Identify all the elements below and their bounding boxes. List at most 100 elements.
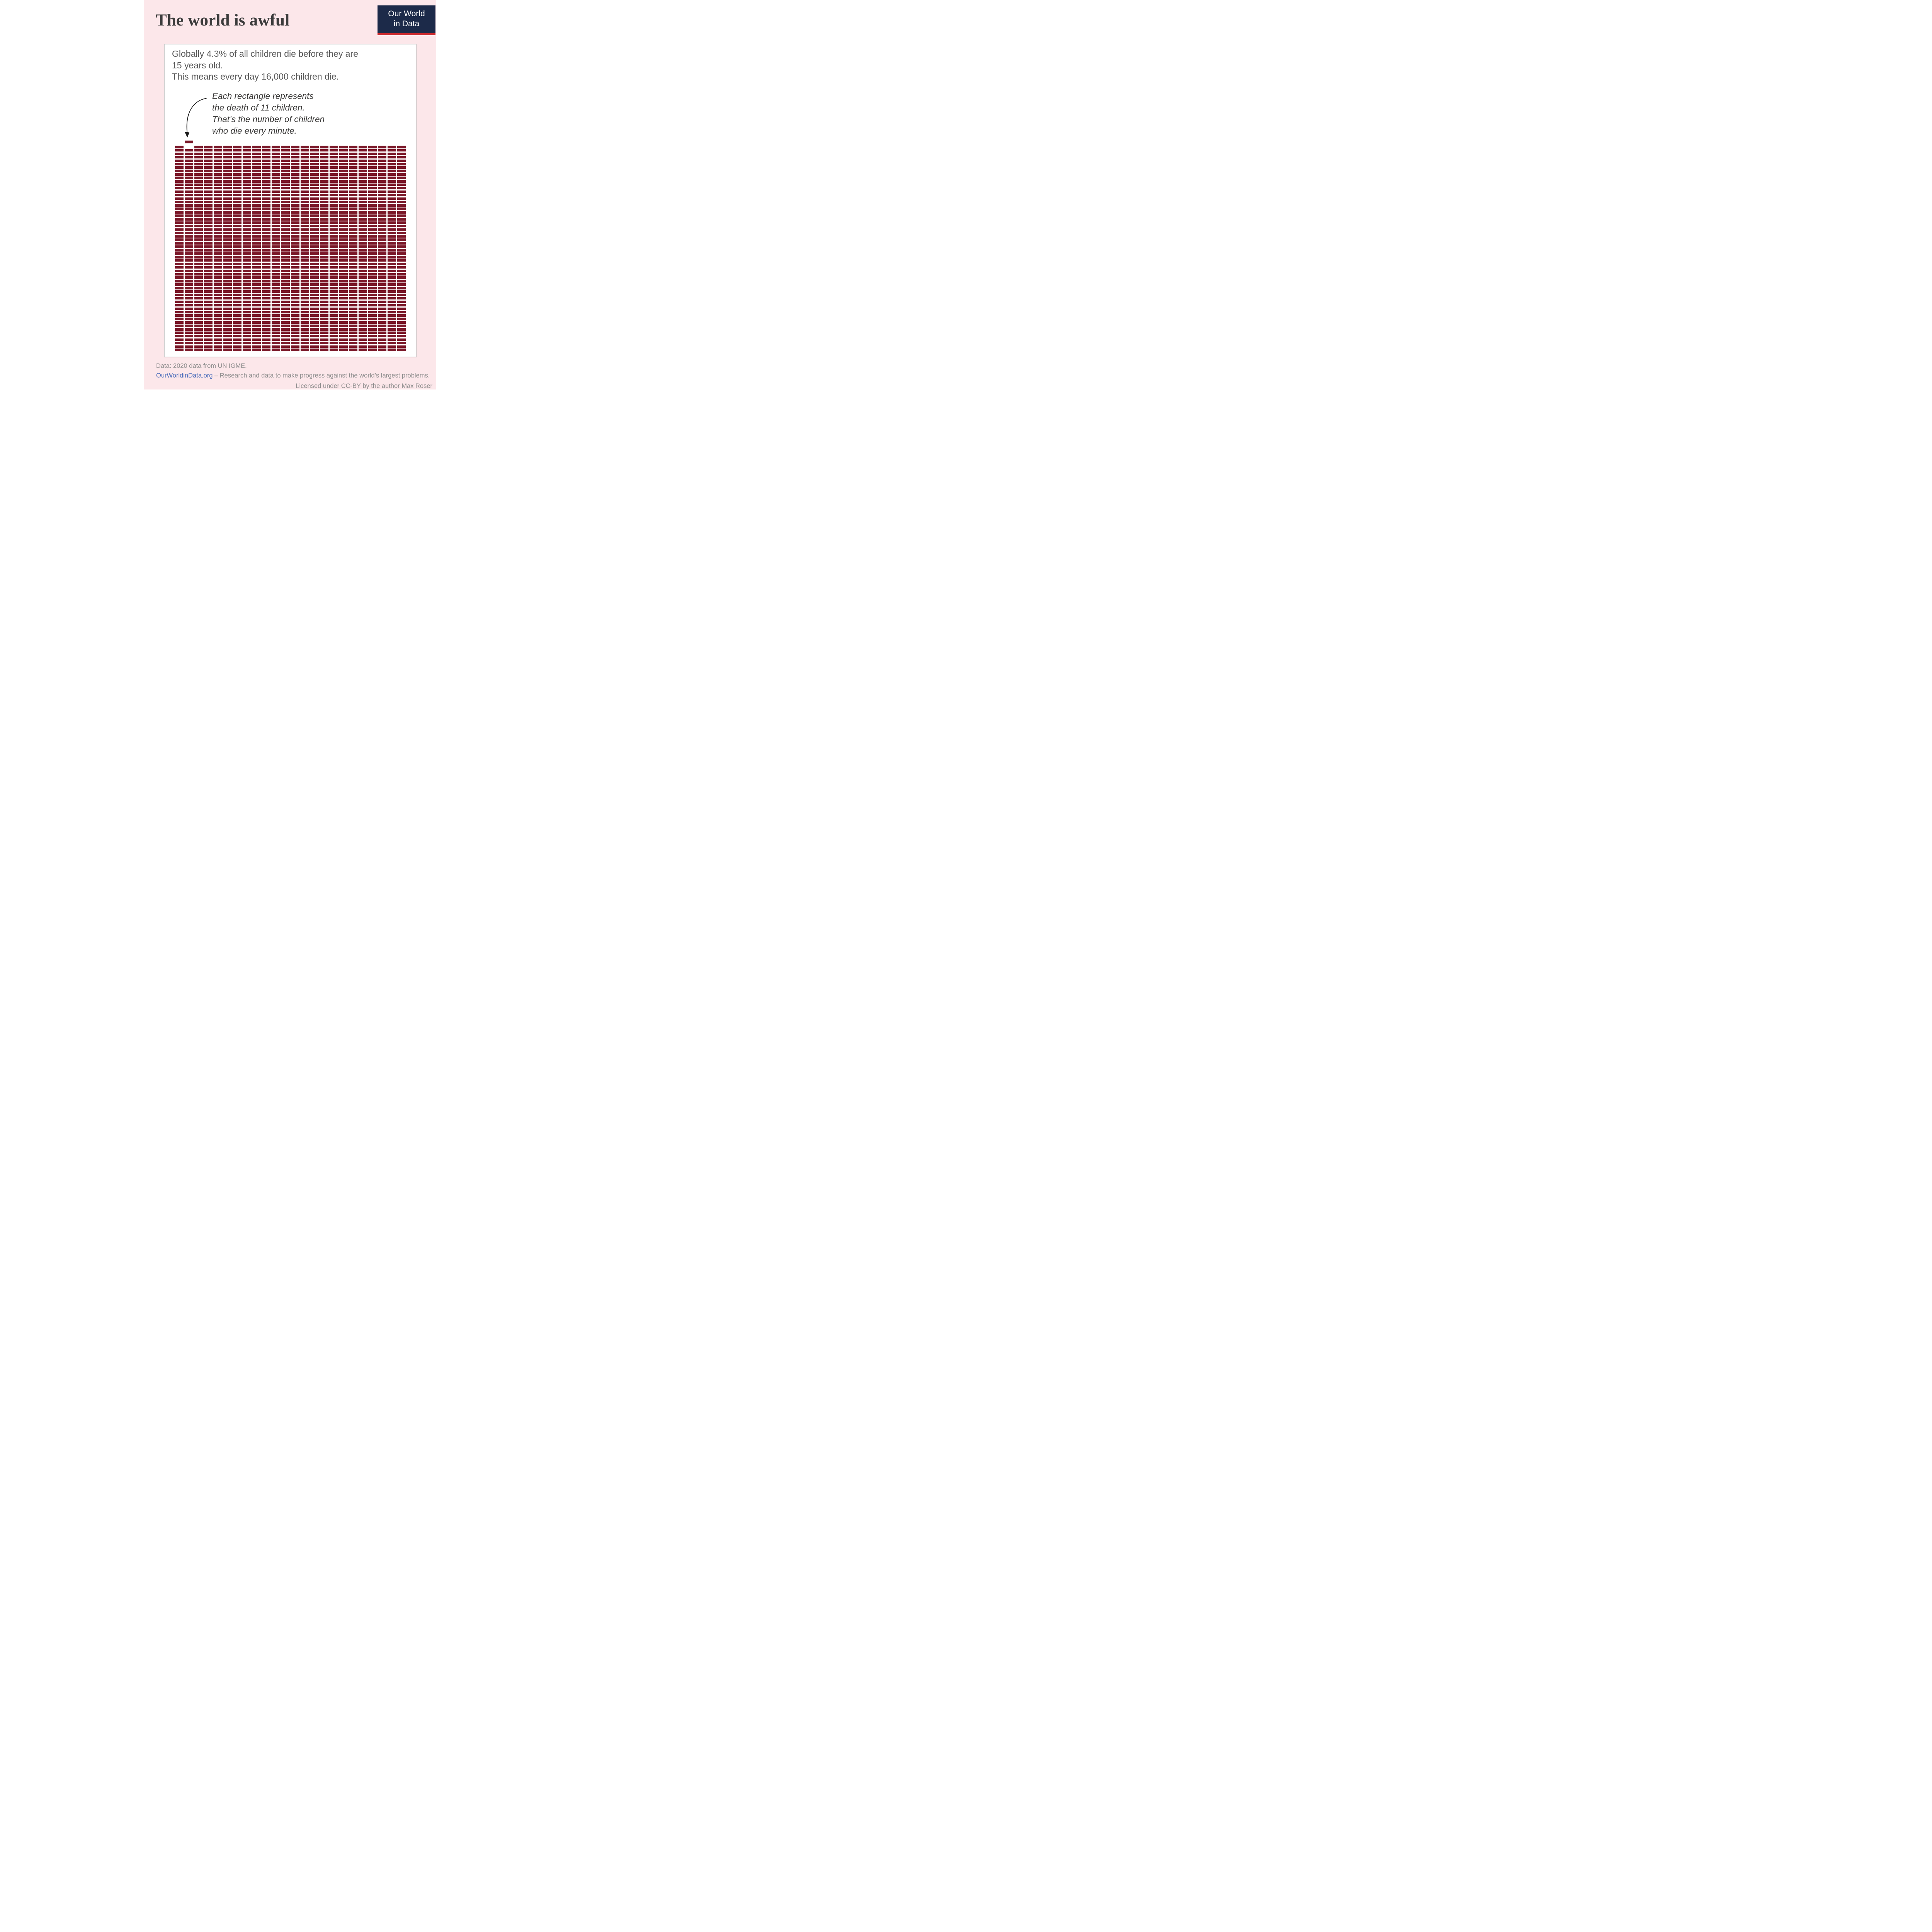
waffle-cell — [329, 293, 338, 296]
waffle-cell — [329, 228, 338, 231]
waffle-cell — [397, 252, 406, 255]
waffle-cell — [300, 177, 310, 179]
waffle-cell — [223, 297, 232, 300]
waffle-cell — [184, 342, 194, 345]
waffle-cell — [242, 183, 252, 186]
waffle-cell — [310, 166, 319, 169]
waffle-cell — [252, 149, 261, 152]
waffle-cell — [233, 146, 242, 148]
waffle-cell — [300, 180, 310, 183]
waffle-cell — [329, 300, 338, 303]
waffle-cell — [397, 325, 406, 327]
waffle-cell — [281, 180, 290, 183]
waffle-cell — [252, 280, 261, 282]
waffle-cell — [175, 325, 184, 327]
text-line: 15 years old. — [172, 60, 223, 70]
waffle-cell — [291, 197, 300, 200]
waffle-cell — [339, 218, 348, 221]
waffle-cell — [368, 211, 377, 214]
waffle-cell — [291, 259, 300, 262]
waffle-cell — [339, 307, 348, 310]
waffle-cell — [252, 287, 261, 289]
waffle-cell — [262, 197, 271, 200]
waffle-cell — [291, 328, 300, 331]
waffle-cell — [213, 224, 223, 228]
waffle-cell — [262, 173, 271, 176]
waffle-cell — [358, 245, 367, 248]
waffle-cell — [194, 197, 203, 200]
waffle-cell — [252, 146, 261, 148]
waffle-cell — [204, 293, 213, 296]
waffle-cell — [349, 187, 358, 190]
waffle-cell — [397, 187, 406, 190]
waffle-cell — [223, 280, 232, 282]
waffle-cell — [223, 156, 232, 159]
owid-link[interactable]: OurWorldinData.org — [156, 372, 213, 379]
waffle-cell — [320, 228, 329, 231]
waffle-cell — [223, 218, 232, 221]
waffle-cell — [194, 211, 203, 214]
waffle-cell — [300, 311, 310, 313]
waffle-cell — [242, 235, 252, 238]
waffle-cell — [204, 256, 213, 259]
waffle-cell — [281, 183, 290, 186]
waffle-cell — [252, 201, 261, 203]
waffle-cell — [349, 307, 358, 310]
owid-logo-red-bar — [378, 33, 435, 35]
waffle-cell — [204, 180, 213, 183]
waffle-cell — [233, 304, 242, 307]
waffle-cell — [194, 290, 203, 293]
waffle-cell — [242, 252, 252, 255]
waffle-cell — [310, 276, 319, 279]
waffle-cell — [378, 259, 387, 262]
waffle-cell — [349, 221, 358, 224]
waffle-cell — [291, 149, 300, 152]
waffle-cell — [271, 238, 281, 241]
waffle-cell — [329, 311, 338, 313]
waffle-cell — [397, 166, 406, 169]
waffle-cell — [242, 338, 252, 341]
waffle-cell — [252, 314, 261, 317]
waffle-cell — [194, 177, 203, 179]
waffle-cell — [339, 170, 348, 172]
page-title: The world is awful — [156, 11, 290, 29]
waffle-cell — [329, 276, 338, 279]
waffle-cell — [194, 311, 203, 313]
waffle-cell — [291, 335, 300, 338]
waffle-cell — [213, 328, 223, 331]
waffle-cell — [271, 293, 281, 296]
waffle-cell — [349, 166, 358, 169]
waffle-cell — [387, 328, 396, 331]
waffle-cell — [175, 290, 184, 293]
waffle-cell — [223, 273, 232, 276]
waffle-cell — [213, 325, 223, 327]
waffle-cell — [387, 201, 396, 203]
waffle-cell — [242, 328, 252, 331]
waffle-cell — [242, 280, 252, 282]
pink-background-band: The world is awful Our World in Data Glo… — [144, 0, 436, 389]
waffle-cell — [291, 252, 300, 255]
waffle-cell — [368, 349, 377, 351]
waffle-cell — [204, 338, 213, 341]
waffle-cell — [291, 187, 300, 190]
waffle-cell — [339, 342, 348, 345]
waffle-cell — [320, 242, 329, 245]
waffle-cell — [378, 283, 387, 286]
waffle-cell — [184, 349, 194, 351]
waffle-cell — [194, 224, 203, 228]
waffle-cell — [213, 293, 223, 296]
waffle-cell — [329, 314, 338, 317]
waffle-cell — [281, 163, 290, 166]
waffle-cell — [175, 173, 184, 176]
waffle-cell — [223, 318, 232, 320]
waffle-cell — [252, 283, 261, 286]
waffle-cell — [271, 259, 281, 262]
waffle-cell — [242, 276, 252, 279]
waffle-cell — [175, 262, 184, 265]
waffle-cell — [281, 218, 290, 221]
waffle-cell — [281, 228, 290, 231]
waffle-cell — [252, 345, 261, 348]
waffle-cell — [194, 201, 203, 203]
waffle-cell — [281, 273, 290, 276]
waffle-cell — [204, 273, 213, 276]
